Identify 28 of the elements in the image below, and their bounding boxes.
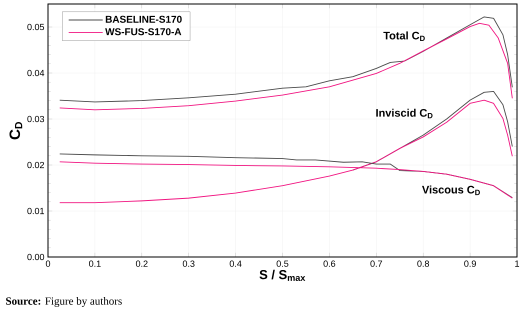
y-tick-label: 0.04 [27,70,44,76]
x-tick-label: 0.7 [370,260,382,267]
x-tick-label: 0.8 [417,260,430,267]
annotation: Inviscid C$_{D}$ [376,108,433,118]
annotation: Total C$_{D}$ [383,31,425,41]
y-tick-label: 0.02 [27,162,44,168]
x-tick-label: 0 [46,260,50,267]
y-tick-label: 0.03 [27,116,44,122]
x-tick-label: 0.6 [324,260,336,267]
line-series [59,16,513,102]
y-tick-label: 0.01 [27,208,44,214]
x-tick-label: 1 [515,260,520,267]
legend-label: BASELINE-S170 [106,16,182,23]
text: Source: Figure by authors [6,297,122,307]
x-tick-label: 0.3 [182,260,195,267]
x-axis-title: S / S$_{max}$ [260,270,306,281]
x-tick-label: 0.2 [136,260,148,267]
x-tick-label: 0.4 [230,260,242,267]
y-axis-title: C$_{D}$ [9,122,22,140]
x-tick-label: 0.9 [464,260,476,267]
y-tick-label: 0.00 [27,254,44,260]
annotation: Viscous C$_{D}$ [422,186,480,196]
y-tick-label: 0.05 [27,24,44,30]
legend-label: WS-FUS-S170-A [105,28,182,36]
x-tick-label: 0.1 [89,260,101,267]
line-series [59,22,513,110]
x-tick-label: 0.5 [276,260,288,267]
line-series [59,100,513,204]
